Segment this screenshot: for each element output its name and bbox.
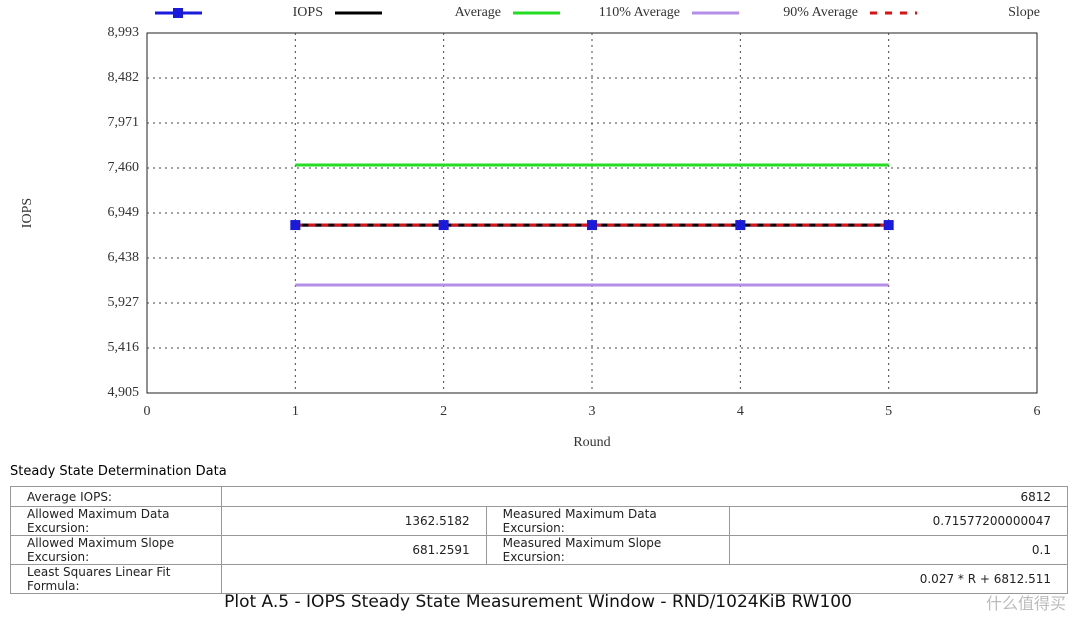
x-tick-label: 0 [144,404,151,419]
point-marker [587,220,597,231]
y-tick-label: 8,482 [108,70,140,85]
caption: Plot A.5 - IOPS Steady State Measurement… [224,592,852,612]
x-axis-label: Round [573,435,610,450]
y-tick-label: 6,949 [108,205,140,220]
y-axis-label: IOPS [20,198,35,228]
table-title: Steady State Determination Data [10,464,227,479]
point-marker [290,220,301,231]
y-tick-label: 5,416 [108,340,140,355]
point-marker [438,220,449,231]
point-marker [883,220,894,231]
y-tick-label: 7,460 [108,160,140,175]
table-cell: Allowed Maximum Data Excursion: [9,506,223,536]
table-cell: 681.2591 [221,535,487,565]
y-tick-label: 7,971 [108,115,140,130]
y-tick-label: 4,905 [108,385,140,400]
x-tick-label: 1 [292,404,299,419]
table-cell: Least Squares Linear Fit Formula: [9,564,223,594]
y-tick-label: 8,993 [108,25,140,40]
point-marker [735,220,746,231]
table-cell: Average IOPS: [9,486,223,507]
table-cell: 0.1 [728,535,1069,565]
table-cell: 0.027 * R + 6812.511 [221,564,1068,594]
y-tick-label: 6,438 [108,250,140,265]
legend-marker [173,8,183,18]
table-row: Allowed Maximum Data Excursion: 1362.5182… [9,506,1069,536]
table-cell: Measured Maximum Slope Excursion: [485,535,730,565]
legend-label: Average [455,5,501,20]
watermark: 什么值得买 [985,594,1066,613]
legend-label: 110% Average [599,5,680,20]
table-row: Average IOPS: 6812 [9,486,1068,507]
x-tick-label: 4 [737,404,744,419]
table-row: Allowed Maximum Slope Excursion: 681.2591… [9,535,1069,565]
x-tick-label: 6 [1034,404,1041,419]
legend-label: 90% Average [783,5,858,20]
legend-label: IOPS [293,5,323,20]
table-cell: 6812 [221,486,1068,507]
x-tick-label: 3 [589,404,596,419]
y-tick-label: 5,927 [108,295,140,310]
table-cell: Measured Maximum Data Excursion: [485,506,730,536]
table-cell: Allowed Maximum Slope Excursion: [9,535,223,565]
x-tick-label: 2 [440,404,447,419]
table-cell: 0.71577200000047 [728,506,1069,536]
table-row: Least Squares Linear Fit Formula: 0.027 *… [9,564,1068,594]
table-cell: 1362.5182 [221,506,487,536]
legend-label: Slope [1008,5,1040,20]
chart: IOPS Round 4,905 5,416 5,927 6,438 6,949 7,46… [20,5,1041,450]
x-tick-label: 5 [885,404,892,419]
data-table: Average IOPS: 6812 Allowed Maximum Data Ex… [9,486,1069,594]
